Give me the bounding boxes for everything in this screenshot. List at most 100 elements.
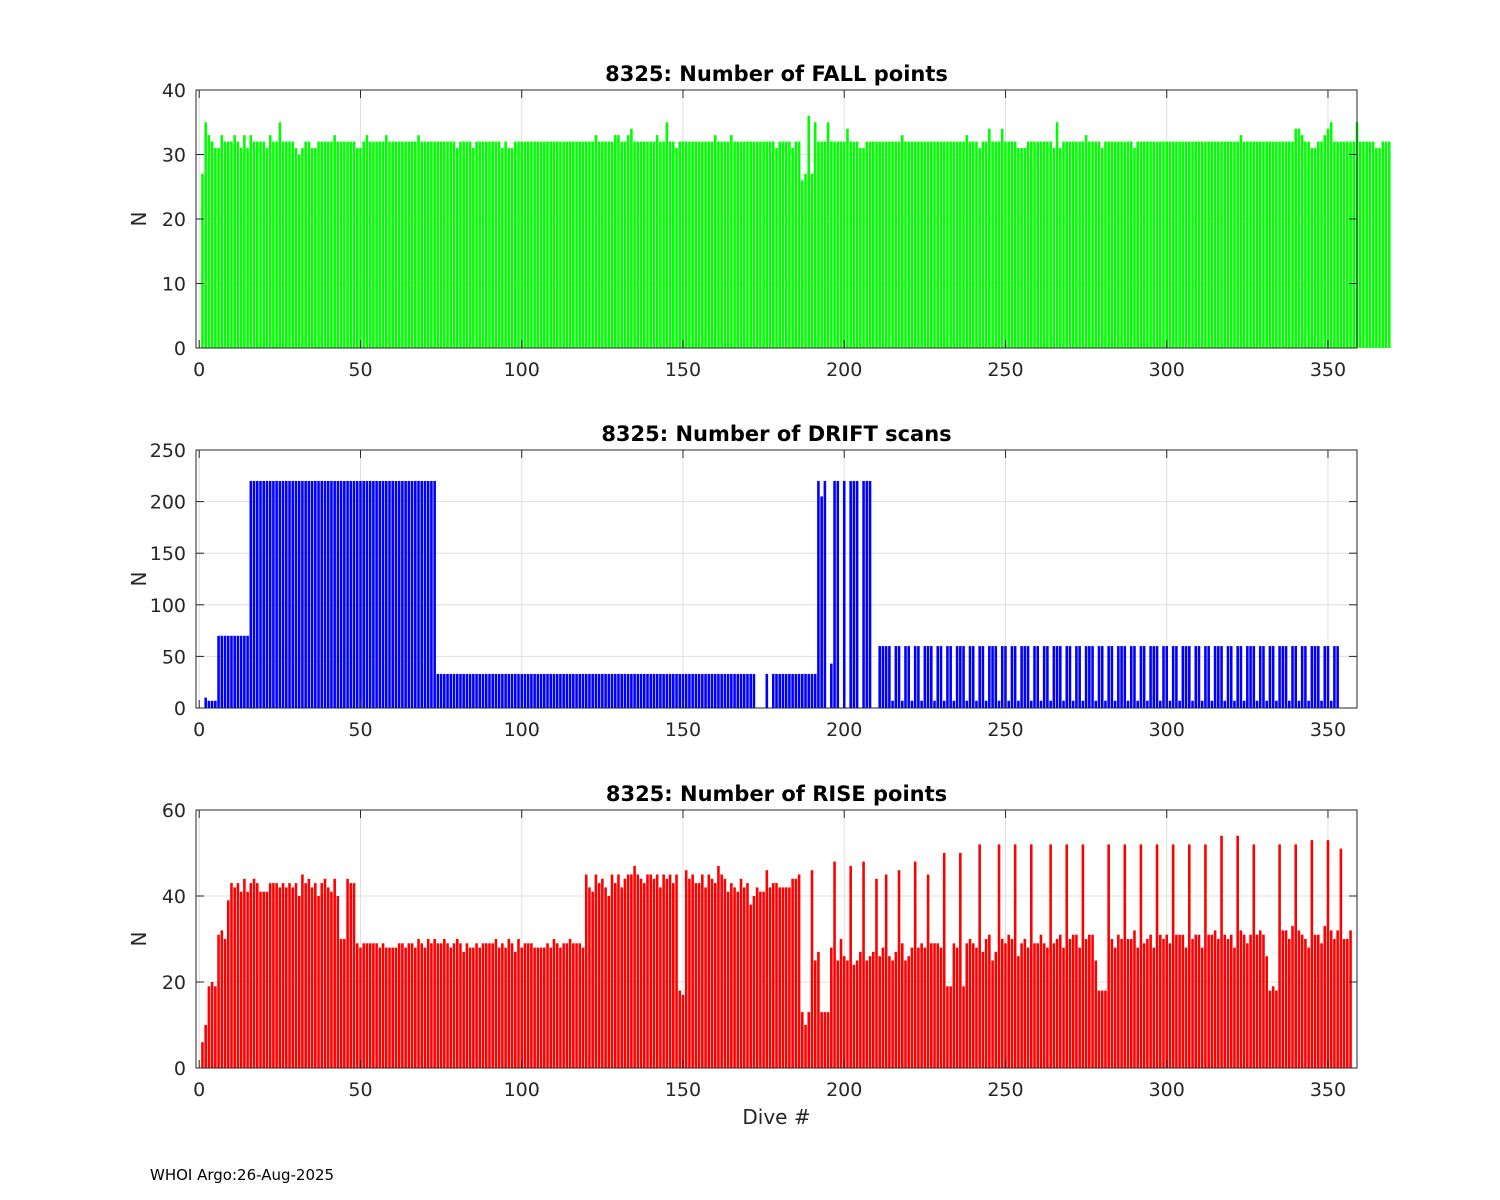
bar xyxy=(1300,135,1304,348)
bar xyxy=(1320,141,1323,348)
bar xyxy=(981,951,985,1068)
bar xyxy=(575,943,578,1068)
bar xyxy=(781,887,785,1068)
bar xyxy=(226,900,230,1068)
bar xyxy=(949,141,952,348)
bar xyxy=(339,141,343,348)
fall-points-chart: 0 50 100 150 200 250 300 350 0 10 20 30 40 8325: Numb… xyxy=(127,62,1391,381)
bar xyxy=(1023,939,1027,1068)
bar xyxy=(401,943,404,1068)
bar xyxy=(436,141,440,348)
bar xyxy=(997,700,1001,708)
bar xyxy=(501,943,504,1068)
y-axis-label: N xyxy=(127,932,151,947)
bar xyxy=(410,141,414,348)
y-tick-label: 10 xyxy=(162,274,186,296)
bar-series xyxy=(204,480,1339,708)
bar xyxy=(230,635,233,708)
bar xyxy=(842,141,846,348)
bar xyxy=(472,673,475,708)
bar xyxy=(723,141,727,348)
bar xyxy=(536,141,540,348)
bar xyxy=(478,141,482,348)
bar xyxy=(942,700,946,708)
y-tick-label: 20 xyxy=(162,972,186,994)
bar xyxy=(581,673,585,708)
bar xyxy=(262,141,266,348)
bar xyxy=(349,141,353,348)
bar xyxy=(820,1012,823,1068)
bar xyxy=(265,148,269,348)
bar xyxy=(846,128,849,348)
x-tick-label: 250 xyxy=(987,1079,1023,1101)
bar xyxy=(1068,646,1072,708)
bar xyxy=(1310,646,1314,708)
bar xyxy=(859,951,862,1068)
bar xyxy=(1217,141,1220,348)
bar xyxy=(404,141,407,348)
bar xyxy=(675,874,678,1068)
bar xyxy=(539,947,543,1068)
bar xyxy=(810,870,814,1068)
bar xyxy=(613,135,617,348)
bar xyxy=(733,141,736,348)
bar xyxy=(936,646,940,708)
bar xyxy=(1046,947,1049,1068)
bar xyxy=(1084,646,1088,708)
bar xyxy=(746,141,749,348)
bar xyxy=(642,883,646,1068)
bar xyxy=(1129,646,1133,708)
bar xyxy=(307,141,311,348)
bar xyxy=(1033,943,1036,1068)
y-tick-label: 50 xyxy=(162,646,186,668)
bar xyxy=(1059,148,1062,348)
bar xyxy=(478,947,482,1068)
bar xyxy=(1300,646,1304,708)
bar xyxy=(459,943,462,1068)
bar xyxy=(839,141,843,348)
bar xyxy=(581,141,585,348)
bar xyxy=(617,673,620,708)
bar xyxy=(217,148,220,348)
bar xyxy=(1249,646,1252,708)
bar xyxy=(559,673,562,708)
bar xyxy=(1200,141,1204,348)
bar xyxy=(720,141,723,348)
bar xyxy=(778,141,782,348)
bar xyxy=(552,939,556,1068)
bar xyxy=(285,141,288,348)
bar xyxy=(913,141,917,348)
bar xyxy=(546,673,549,708)
bar xyxy=(391,141,395,348)
bar xyxy=(210,982,214,1068)
bar xyxy=(1336,141,1339,348)
bar xyxy=(852,964,856,1068)
bar xyxy=(346,141,349,348)
bar xyxy=(971,646,975,708)
bar xyxy=(1188,646,1191,708)
bar xyxy=(1242,141,1246,348)
bar xyxy=(1110,939,1114,1068)
bar xyxy=(904,646,907,708)
bar xyxy=(1052,943,1056,1068)
bar xyxy=(220,135,224,348)
bar xyxy=(742,141,746,348)
bar xyxy=(891,700,894,708)
bar xyxy=(891,141,894,348)
bar xyxy=(1213,141,1217,348)
bar xyxy=(262,891,266,1068)
bar xyxy=(249,883,253,1068)
bar xyxy=(975,700,978,708)
bar xyxy=(362,943,365,1068)
bar xyxy=(1223,141,1227,348)
bar xyxy=(565,141,569,348)
bar xyxy=(1088,934,1091,1068)
bar xyxy=(262,480,266,708)
bar xyxy=(520,141,524,348)
bar xyxy=(1317,934,1320,1068)
bar xyxy=(1291,141,1294,348)
bar xyxy=(626,135,630,348)
bar xyxy=(1258,141,1262,348)
bar xyxy=(859,148,862,348)
bar xyxy=(930,943,933,1068)
